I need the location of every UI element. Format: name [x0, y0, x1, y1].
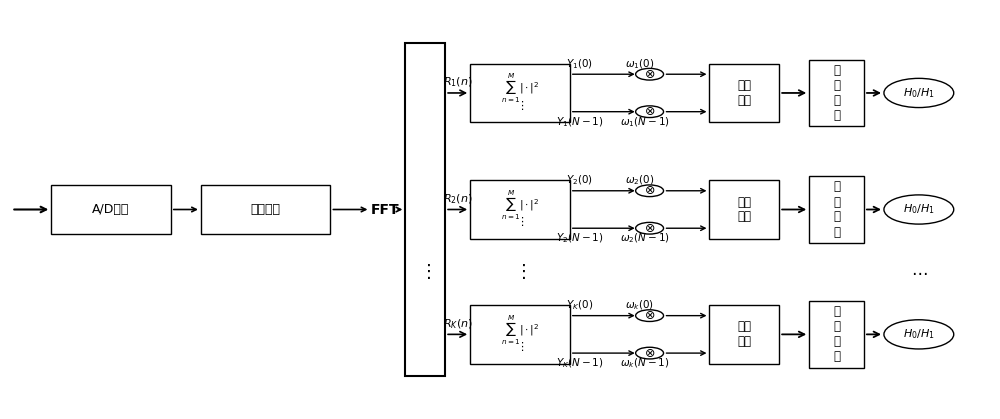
Ellipse shape: [636, 347, 664, 359]
Bar: [51, 184, 171, 235]
Ellipse shape: [636, 68, 664, 80]
Bar: [809, 301, 864, 367]
Bar: [470, 305, 570, 364]
Text: $\sum_{n=1}^{M}|\cdot|^2$: $\sum_{n=1}^{M}|\cdot|^2$: [501, 72, 539, 105]
Bar: [470, 64, 570, 122]
Ellipse shape: [636, 222, 664, 234]
Text: 融合
中心: 融合 中心: [737, 79, 751, 107]
Text: 融合
中心: 融合 中心: [737, 196, 751, 223]
Ellipse shape: [884, 195, 954, 224]
Text: 检
测
判
决: 检 测 判 决: [833, 305, 840, 363]
Text: $\omega_1(0)$: $\omega_1(0)$: [625, 57, 654, 71]
Text: $\vdots$: $\vdots$: [514, 262, 526, 282]
Bar: [470, 180, 570, 239]
Text: $Y_2(0)$: $Y_2(0)$: [566, 173, 593, 187]
Bar: [201, 184, 330, 235]
Text: $\omega_1(N-1)$: $\omega_1(N-1)$: [620, 115, 670, 129]
Text: 串并变换: 串并变换: [251, 203, 281, 216]
Text: $\otimes$: $\otimes$: [644, 68, 655, 81]
Ellipse shape: [636, 310, 664, 321]
Text: $Y_1(0)$: $Y_1(0)$: [566, 57, 593, 71]
Text: $Y_K(0)$: $Y_K(0)$: [566, 298, 593, 312]
Text: $R_1(n)$: $R_1(n)$: [443, 76, 473, 89]
Text: $\omega_k(0)$: $\omega_k(0)$: [625, 298, 654, 312]
Bar: [809, 59, 864, 126]
Text: $\vdots$: $\vdots$: [419, 262, 431, 282]
Text: $Y_1(N-1)$: $Y_1(N-1)$: [556, 115, 604, 129]
Bar: [405, 43, 445, 376]
Text: $\vdots$: $\vdots$: [516, 99, 524, 112]
Text: $Y_2(N-1)$: $Y_2(N-1)$: [556, 232, 604, 246]
Text: $\otimes$: $\otimes$: [644, 347, 655, 360]
Text: $R_K(n)$: $R_K(n)$: [443, 317, 473, 331]
Text: $\omega_2(0)$: $\omega_2(0)$: [625, 173, 654, 187]
Text: $\otimes$: $\otimes$: [644, 105, 655, 118]
Bar: [709, 64, 779, 122]
Text: $H_0/H_1$: $H_0/H_1$: [903, 203, 935, 216]
Text: $\omega_2(N-1)$: $\omega_2(N-1)$: [620, 232, 670, 246]
Text: $\cdots$: $\cdots$: [911, 263, 927, 281]
Text: $\otimes$: $\otimes$: [644, 222, 655, 235]
Text: A/D转换: A/D转换: [92, 203, 130, 216]
Text: $\otimes$: $\otimes$: [644, 184, 655, 197]
Ellipse shape: [636, 106, 664, 117]
Text: $\sum_{n=1}^{M}|\cdot|^2$: $\sum_{n=1}^{M}|\cdot|^2$: [501, 314, 539, 347]
Text: FFT: FFT: [371, 202, 400, 217]
Text: $\vdots$: $\vdots$: [516, 340, 524, 353]
Ellipse shape: [636, 185, 664, 197]
Text: 检
测
判
决: 检 测 判 决: [833, 181, 840, 238]
Bar: [709, 305, 779, 364]
Text: $R_2(n)$: $R_2(n)$: [443, 192, 473, 206]
Text: $\omega_k(N-1)$: $\omega_k(N-1)$: [620, 357, 669, 370]
Text: $Y_K(N-1)$: $Y_K(N-1)$: [556, 357, 604, 370]
Text: $\otimes$: $\otimes$: [644, 309, 655, 322]
Ellipse shape: [884, 78, 954, 108]
Text: 检
测
判
决: 检 测 判 决: [833, 64, 840, 122]
Text: $H_0/H_1$: $H_0/H_1$: [903, 328, 935, 341]
Text: $\sum_{n=1}^{M}|\cdot|^2$: $\sum_{n=1}^{M}|\cdot|^2$: [501, 189, 539, 222]
Bar: [809, 176, 864, 243]
Text: 融合
中心: 融合 中心: [737, 321, 751, 348]
Bar: [709, 180, 779, 239]
Text: $H_0/H_1$: $H_0/H_1$: [903, 86, 935, 100]
Ellipse shape: [884, 320, 954, 349]
Text: $\vdots$: $\vdots$: [516, 215, 524, 228]
